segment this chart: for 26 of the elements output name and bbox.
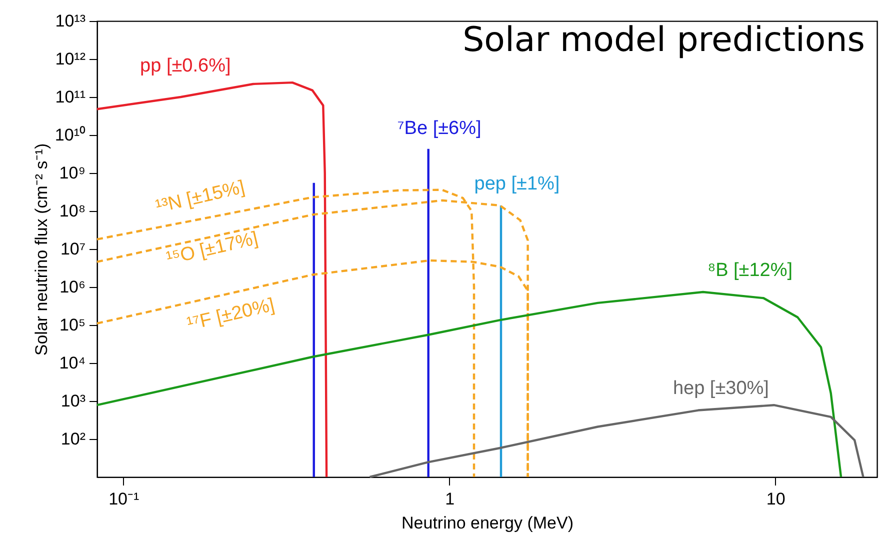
chart-title: Solar model predictions xyxy=(462,20,865,60)
series-label: ⁸B [±12%] xyxy=(708,260,793,281)
text: ¹⁷F [±20%] xyxy=(184,294,277,336)
y-tick-label: 10³ xyxy=(60,392,86,410)
y-tick-label: 10⁶ xyxy=(60,278,86,296)
y-tick-label: 10¹³ xyxy=(55,12,86,30)
y-axis-title: Solar neutrino flux (cm⁻² s⁻¹) xyxy=(32,143,51,356)
y-tick-label: 10⁴ xyxy=(59,354,86,372)
y-tick-label: 10⁸ xyxy=(59,202,86,220)
text: ¹³N [±15%] xyxy=(154,176,247,218)
x-tick-label: 10 xyxy=(766,490,786,508)
series-label: pp [±0.6%] xyxy=(140,56,231,77)
y-tick-label: 10¹¹ xyxy=(55,88,86,106)
text: ¹⁵O [±17%] xyxy=(164,228,260,270)
series-label: ⁷Be [±6%] xyxy=(397,118,482,139)
x-tick-label: 10⁻¹ xyxy=(108,490,140,508)
y-tick-label: 10¹⁰ xyxy=(54,126,86,144)
y-tick-label: 10² xyxy=(60,430,86,448)
y-tick-label: 10⁵ xyxy=(60,316,86,334)
y-tick-label: 10⁷ xyxy=(60,240,86,258)
series-label: pep [±1%] xyxy=(474,173,560,194)
series-label: hep [±30%] xyxy=(672,378,769,400)
x-axis-title: Neutrino energy (MeV) xyxy=(402,514,574,532)
y-tick-label: 10⁹ xyxy=(59,164,86,182)
x-tick-label: 1 xyxy=(445,490,455,508)
y-tick-label: 10¹² xyxy=(55,50,86,68)
